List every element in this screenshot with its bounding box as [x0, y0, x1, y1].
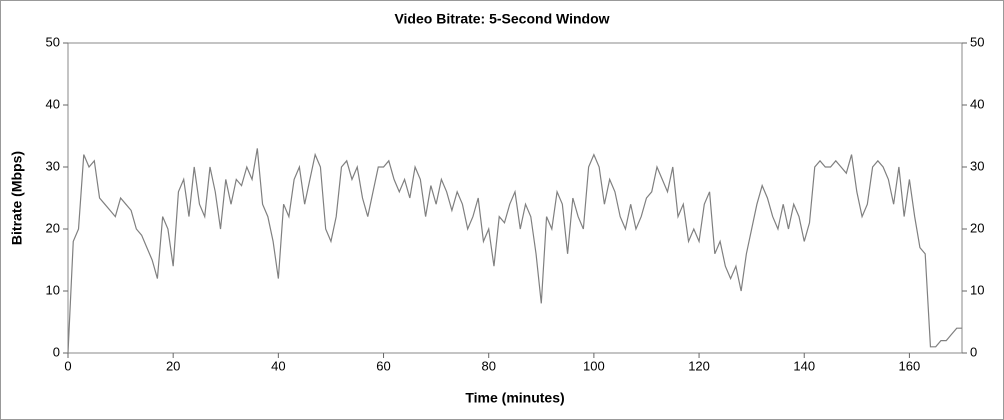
y2-tick-label: 40: [970, 96, 984, 111]
y-tick-label: 30: [46, 158, 60, 173]
chart-title: Video Bitrate: 5-Second Window: [394, 11, 609, 27]
y2-tick-label: 30: [970, 158, 984, 173]
x-tick-label: 20: [166, 358, 180, 373]
plot-frame: [67, 42, 963, 354]
y-axis-label: Bitrate (Mbps): [9, 151, 25, 245]
y-tick-label: 20: [46, 220, 60, 235]
y2-tick-label: 20: [970, 220, 984, 235]
y2-tick-label: 0: [970, 344, 977, 359]
x-tick-label: 80: [481, 358, 495, 373]
y2-tick-label: 10: [970, 282, 984, 297]
x-tick-label: 100: [583, 358, 605, 373]
x-tick-label: 40: [271, 358, 285, 373]
data-line: [67, 148, 962, 354]
x-tick-label: 120: [688, 358, 710, 373]
x-tick-label: 60: [376, 358, 390, 373]
x-axis-label: Time (minutes): [465, 390, 564, 406]
y-tick-label: 10: [46, 282, 60, 297]
y-tick-label: 0: [53, 344, 60, 359]
x-tick-label: 0: [64, 358, 71, 373]
y-tick-label: 40: [46, 96, 60, 111]
x-tick-label: 140: [793, 358, 815, 373]
x-tick-label: 160: [899, 358, 921, 373]
y2-tick-label: 50: [970, 34, 984, 49]
y-tick-label: 50: [46, 34, 60, 49]
